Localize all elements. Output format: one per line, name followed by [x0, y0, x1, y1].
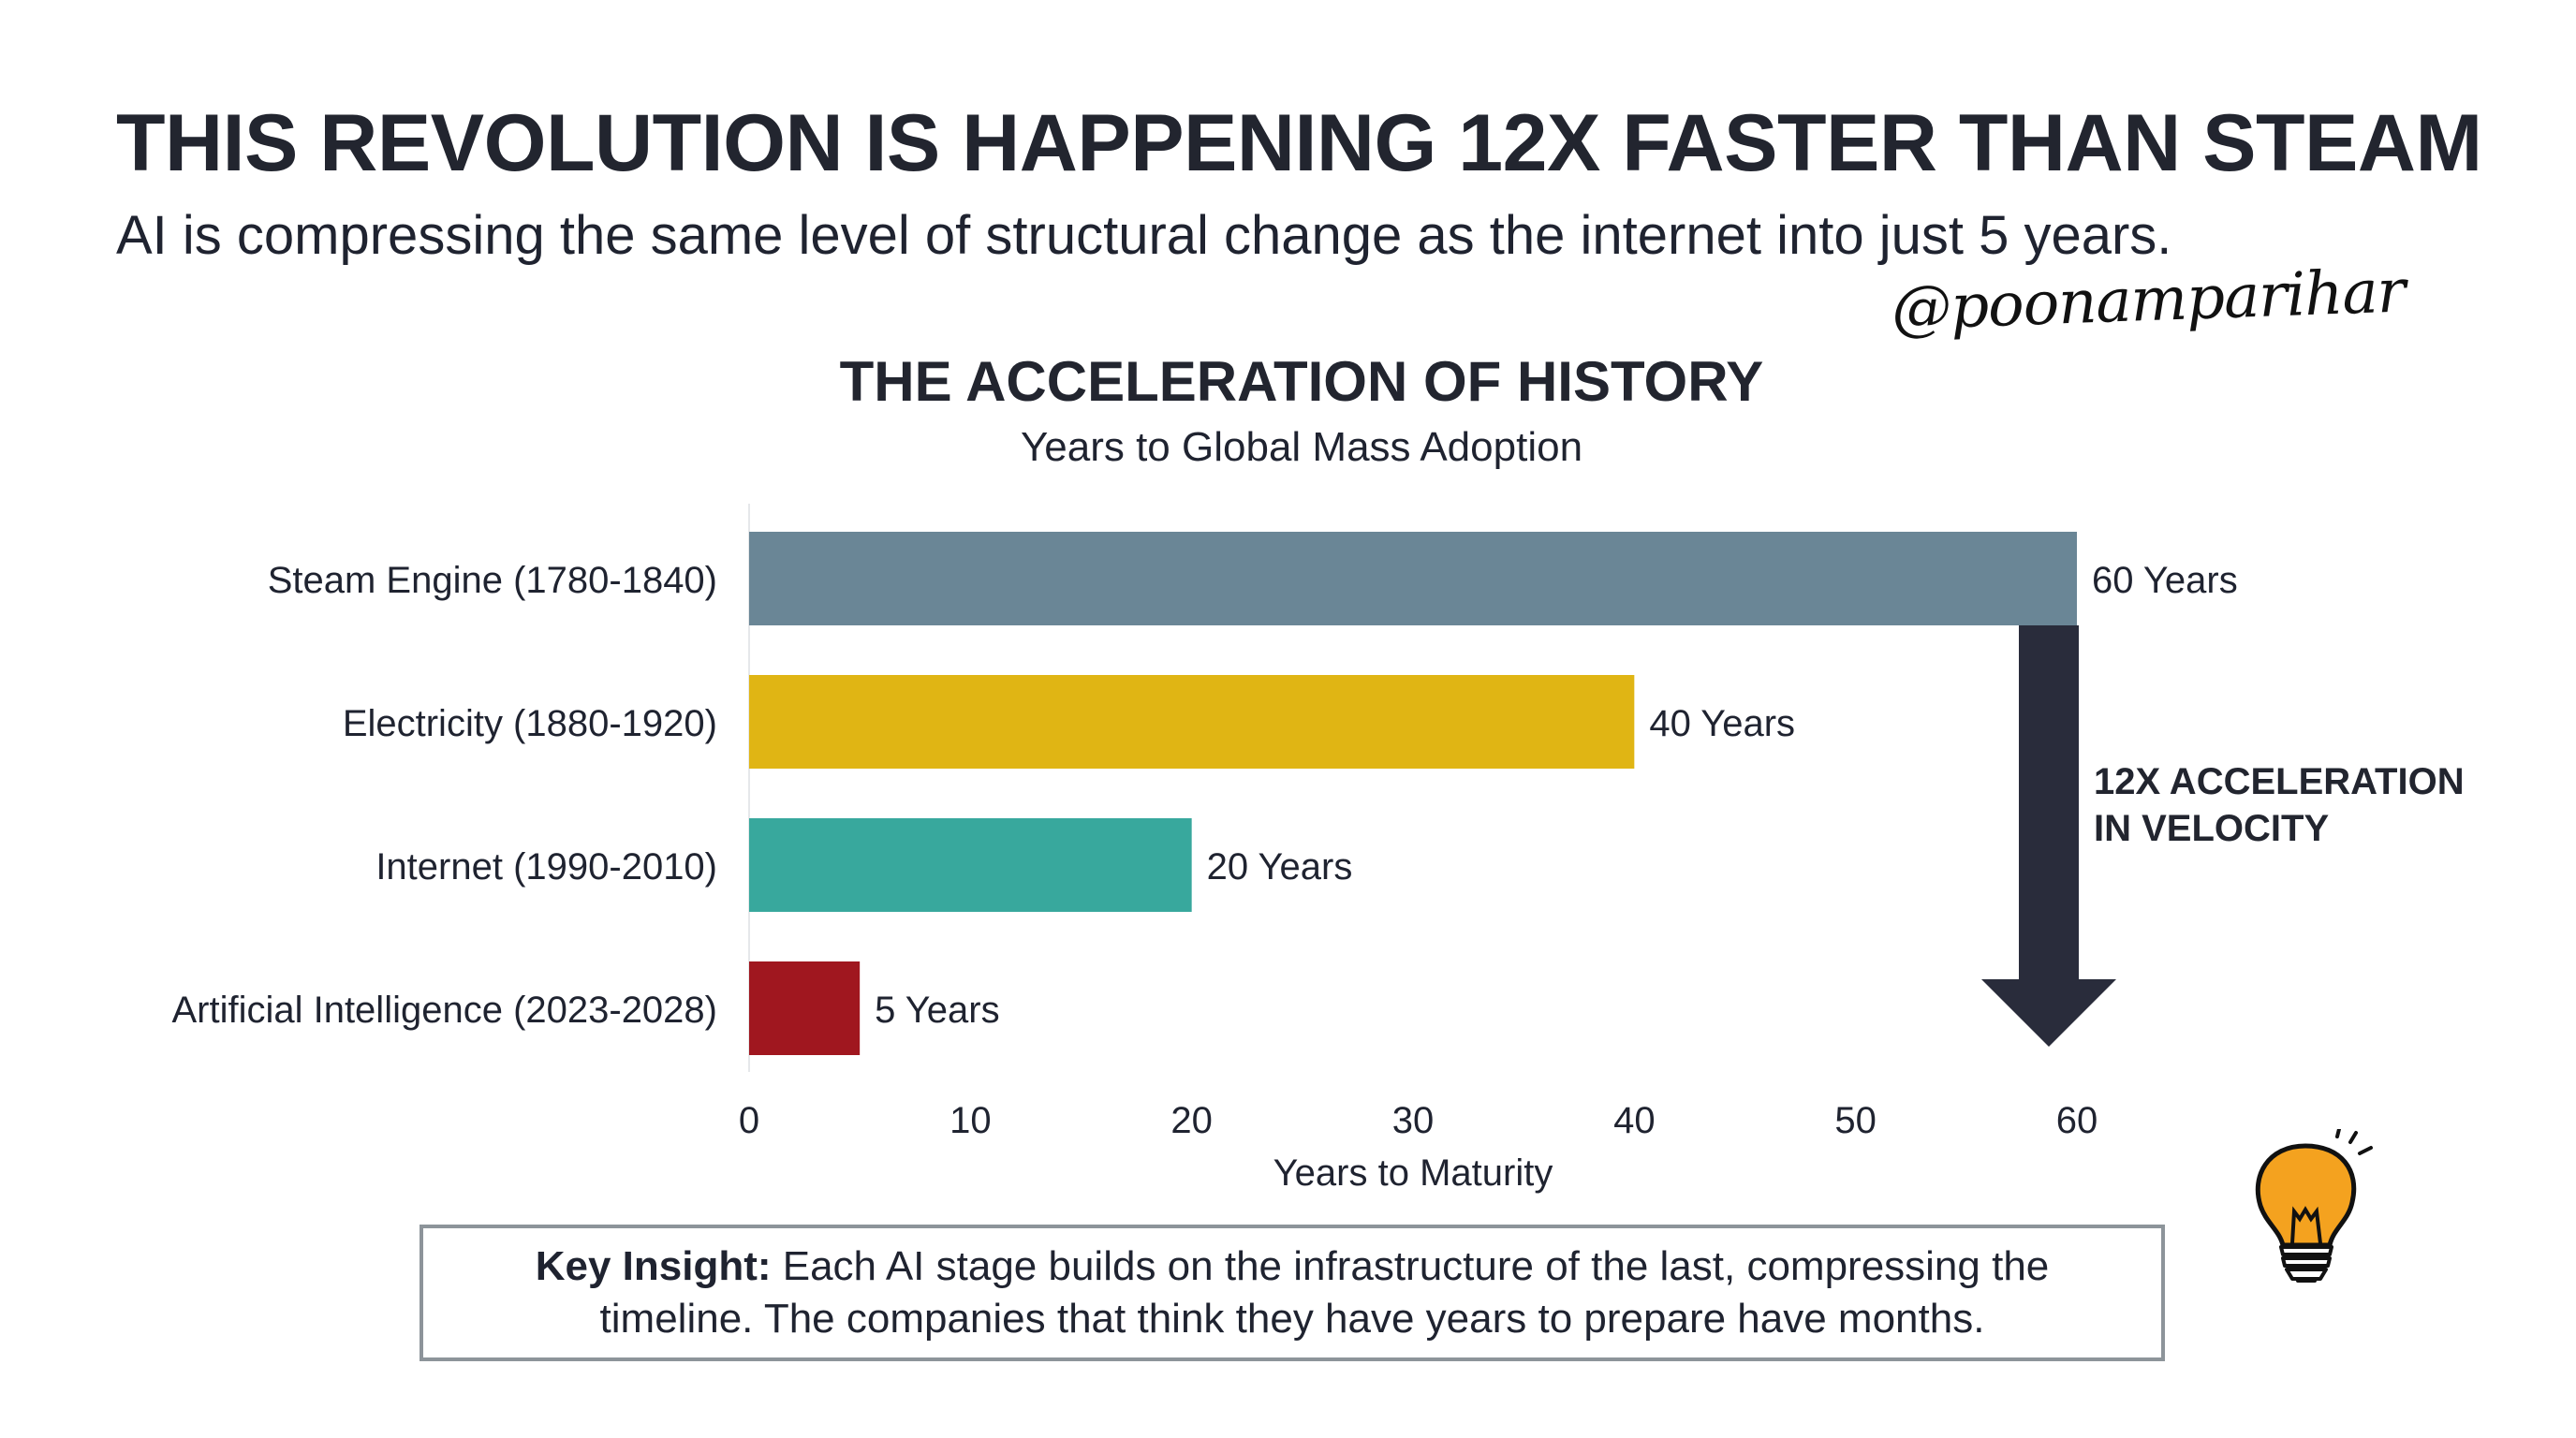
category-label-2: Internet (1990-2010): [375, 846, 717, 888]
acceleration-label-0: 12X ACCELERATION: [2094, 761, 2465, 802]
x-tick-label-3: 30: [1392, 1100, 1435, 1141]
x-axis-label: Years to Maturity: [1273, 1152, 1553, 1194]
value-label-2: 20 Years: [1207, 846, 1353, 888]
chart-subtitle: Years to Global Mass Adoption: [1021, 424, 1582, 470]
category-label-3: Artificial Intelligence (2023-2028): [171, 990, 717, 1031]
value-label-1: 40 Years: [1649, 703, 1795, 744]
category-label-1: Electricity (1880-1920): [343, 703, 717, 744]
key-insight-body: Each AI stage builds on the infrastructu…: [599, 1243, 2050, 1342]
acceleration-label-1: IN VELOCITY: [2094, 808, 2329, 849]
key-insight-text: Key Insight: Each AI stage builds on the…: [461, 1240, 2124, 1345]
value-label-0: 60 Years: [2092, 560, 2238, 601]
category-label-0: Steam Engine (1780-1840): [268, 560, 717, 601]
x-tick-label-6: 60: [2056, 1100, 2098, 1141]
key-insight-label: Key Insight:: [535, 1243, 772, 1289]
acceleration-arrow: [1981, 625, 2116, 1047]
headline: THIS REVOLUTION IS HAPPENING 12X FASTER …: [116, 98, 2482, 188]
bar-3: [749, 961, 861, 1055]
bar-1: [749, 675, 1635, 769]
key-insight-box: Key Insight: Each AI stage builds on the…: [420, 1225, 2165, 1361]
bar-0: [749, 532, 2077, 625]
x-tick-label-5: 50: [1834, 1100, 1877, 1141]
x-tick-label-1: 10: [949, 1100, 992, 1141]
x-tick-label-4: 40: [1613, 1100, 1656, 1141]
bar-2: [749, 818, 1192, 912]
bar-chart: THE ACCELERATION OF HISTORY Years to Glob…: [171, 350, 2465, 1194]
value-label-3: 5 Years: [875, 990, 999, 1031]
chart-title: THE ACCELERATION OF HISTORY: [840, 350, 1764, 413]
lightbulb-icon: [2255, 1129, 2373, 1283]
x-tick-label-2: 20: [1170, 1100, 1213, 1141]
x-tick-label-0: 0: [739, 1100, 759, 1141]
subheadline: AI is compressing the same level of stru…: [116, 205, 2172, 266]
